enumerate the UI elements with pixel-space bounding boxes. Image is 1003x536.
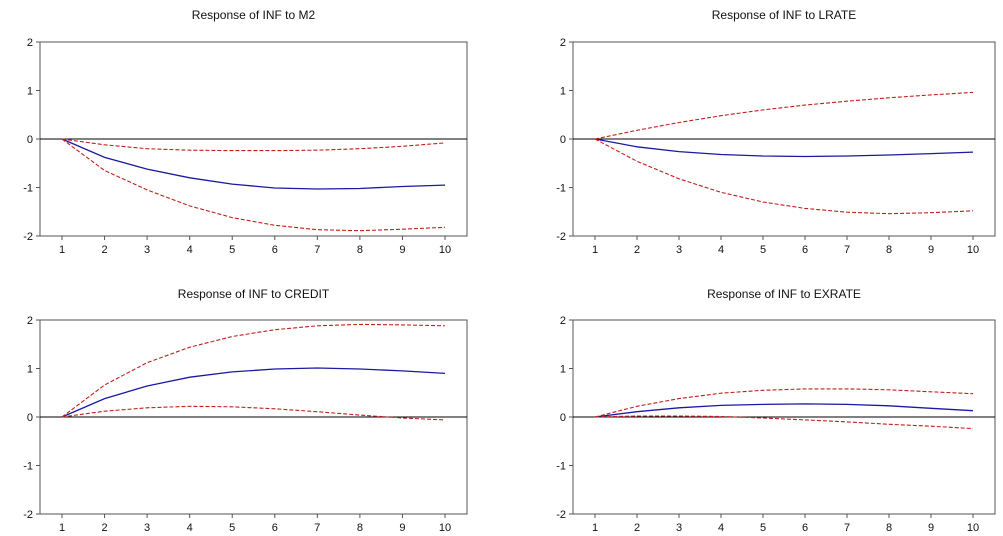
- x-tick-label: 10: [967, 244, 979, 256]
- response-line: [594, 403, 974, 418]
- y-tick-label: -1: [556, 461, 566, 473]
- response-line: [61, 138, 446, 190]
- x-tick-label: 8: [886, 522, 892, 534]
- x-tick-label: 4: [718, 522, 724, 534]
- x-tick-label: 6: [802, 522, 808, 534]
- confidence-band-lower: [61, 405, 446, 421]
- x-tick-label: 1: [592, 244, 598, 256]
- x-tick-label: 1: [592, 522, 598, 534]
- panel-title: Response of INF to LRATE: [712, 8, 857, 22]
- y-tick-label: -2: [556, 509, 566, 521]
- y-tick-label: 0: [560, 412, 566, 424]
- y-tick-label: -1: [23, 461, 33, 473]
- confidence-band-upper: [61, 323, 446, 418]
- x-tick-label: 10: [439, 244, 451, 256]
- x-tick-label: 5: [760, 244, 766, 256]
- x-tick-label: 8: [357, 244, 363, 256]
- x-tick-label: 8: [886, 244, 892, 256]
- x-tick-label: 9: [399, 522, 405, 534]
- confidence-band-upper: [61, 138, 446, 152]
- x-tick-label: 9: [928, 244, 934, 256]
- irf-panel-2: Response of INF to LRATE -2 -1 0 1 2 1 2 3 4 5 6 7 8 9…: [556, 8, 996, 256]
- x-tick-label: 2: [101, 522, 107, 534]
- x-tick-label: 7: [844, 522, 850, 534]
- y-tick-label: 1: [560, 364, 566, 376]
- confidence-band-upper: [594, 91, 974, 140]
- y-tick-label: -1: [556, 183, 566, 195]
- y-tick-label: 2: [27, 315, 33, 327]
- x-tick-label: 8: [357, 522, 363, 534]
- x-tick-label: 9: [928, 522, 934, 534]
- x-tick-label: 3: [144, 522, 150, 534]
- panel-title: Response of INF to M2: [192, 8, 316, 22]
- x-tick-label: 1: [59, 522, 65, 534]
- response-line: [594, 138, 974, 158]
- confidence-band-upper: [594, 388, 974, 418]
- x-tick-label: 7: [314, 522, 320, 534]
- x-tick-label: 7: [314, 244, 320, 256]
- x-tick-label: 4: [187, 244, 193, 256]
- confidence-band-lower: [61, 138, 446, 232]
- irf-panel-4: Response of INF to EXRATE -2 -1 0 1 2 1 2 3 4 5 6 7 8…: [556, 287, 996, 534]
- confidence-band-lower: [594, 138, 974, 215]
- x-tick-label: 5: [760, 522, 766, 534]
- x-tick-label: 2: [101, 244, 107, 256]
- y-tick-label: 0: [27, 134, 33, 146]
- x-tick-label: 2: [634, 244, 640, 256]
- response-line: [61, 367, 446, 418]
- x-tick-label: 5: [229, 522, 235, 534]
- irf-panel-3: Response of INF to CREDIT -2 -1 0 1 2 1 2 3 4 5 6 7 8…: [23, 287, 468, 534]
- x-tick-label: 10: [439, 522, 451, 534]
- y-tick-label: 1: [27, 86, 33, 98]
- x-tick-label: 1: [59, 244, 65, 256]
- x-tick-label: 6: [272, 522, 278, 534]
- y-tick-label: 2: [27, 37, 33, 49]
- y-tick-label: -2: [556, 231, 566, 243]
- irf-panel-1: Response of INF to M2 -2 -1 0 1 2 1 2 3 4 5 6 7 8 9 10: [23, 8, 468, 256]
- x-tick-label: 5: [229, 244, 235, 256]
- x-tick-label: 2: [634, 522, 640, 534]
- confidence-band-lower: [594, 415, 974, 430]
- panel-title: Response of INF to CREDIT: [178, 287, 330, 301]
- y-tick-label: 2: [560, 315, 566, 327]
- y-tick-label: 1: [27, 364, 33, 376]
- y-tick-label: -2: [23, 509, 33, 521]
- x-tick-label: 3: [144, 244, 150, 256]
- x-tick-label: 3: [676, 244, 682, 256]
- y-tick-label: -2: [23, 231, 33, 243]
- y-tick-label: 2: [560, 37, 566, 49]
- y-tick-label: 1: [560, 86, 566, 98]
- x-tick-label: 4: [718, 244, 724, 256]
- x-tick-label: 7: [844, 244, 850, 256]
- x-tick-label: 4: [187, 522, 193, 534]
- y-tick-label: -1: [23, 183, 33, 195]
- x-tick-label: 6: [272, 244, 278, 256]
- x-tick-label: 3: [676, 522, 682, 534]
- panel-title: Response of INF to EXRATE: [707, 287, 861, 301]
- y-tick-label: 0: [560, 134, 566, 146]
- x-tick-label: 9: [399, 244, 405, 256]
- x-tick-label: 10: [967, 522, 979, 534]
- y-tick-label: 0: [27, 412, 33, 424]
- x-tick-label: 6: [802, 244, 808, 256]
